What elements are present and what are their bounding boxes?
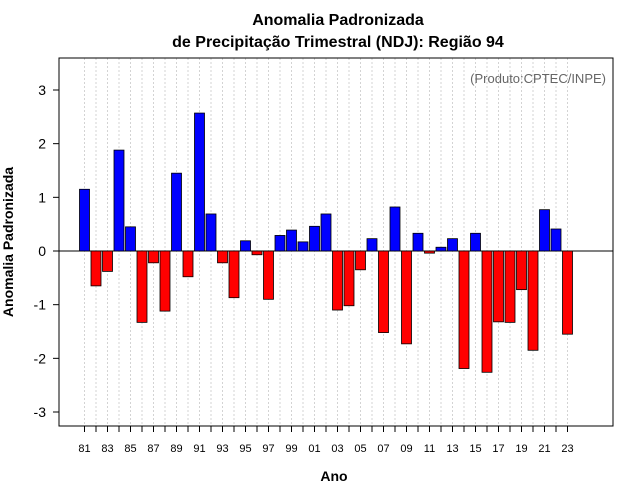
bar-2015 bbox=[470, 232, 481, 252]
bar-2005 bbox=[355, 250, 366, 271]
bar-2016 bbox=[481, 250, 493, 373]
bar-1988 bbox=[159, 250, 171, 312]
bar-1998 bbox=[274, 235, 286, 252]
y-axis-title: Anomalia Padronizada bbox=[0, 167, 16, 317]
bar-1985 bbox=[125, 226, 136, 252]
x-tick-label: 23 bbox=[561, 443, 573, 455]
bar-1983 bbox=[102, 250, 113, 272]
x-tick-label: 19 bbox=[515, 443, 527, 455]
y-tick-label: -1 bbox=[34, 297, 47, 313]
y-tick-label: -2 bbox=[34, 350, 47, 366]
bar-1991 bbox=[194, 112, 205, 252]
bar-2011 bbox=[424, 250, 435, 254]
bar-2010 bbox=[412, 232, 424, 252]
bars-layer bbox=[79, 112, 573, 373]
x-tick-label: 01 bbox=[308, 443, 320, 455]
bar-1996 bbox=[251, 250, 263, 256]
chart-subtitle: de Precipitação Trimestral (NDJ): Região… bbox=[172, 34, 504, 51]
bar-1994 bbox=[228, 250, 240, 299]
bar-2023 bbox=[562, 250, 573, 335]
x-tick-label: 11 bbox=[424, 443, 435, 455]
x-tick-label: 15 bbox=[469, 443, 481, 455]
bar-1981 bbox=[79, 188, 90, 252]
x-tick-label: 13 bbox=[446, 443, 458, 455]
bar-1987 bbox=[148, 250, 159, 264]
bar-1993 bbox=[217, 250, 228, 264]
x-tick-label: 87 bbox=[147, 443, 159, 455]
bar-1986 bbox=[136, 250, 148, 323]
bar-2022 bbox=[550, 228, 562, 252]
x-tick-label: 83 bbox=[101, 443, 113, 455]
y-tick-label: 0 bbox=[38, 243, 46, 259]
bar-2004 bbox=[343, 250, 355, 307]
y-tick-label: 1 bbox=[38, 189, 46, 205]
bar-1995 bbox=[240, 240, 251, 252]
y-axis: -3 -2 -1 0 1 2 3 bbox=[34, 82, 59, 420]
x-tick-label: 17 bbox=[492, 443, 504, 455]
plot-frame bbox=[58, 57, 614, 427]
bar-2003 bbox=[332, 250, 343, 311]
bar-2021 bbox=[539, 209, 550, 252]
bar-2006 bbox=[366, 238, 378, 252]
bar-2002 bbox=[320, 213, 332, 252]
y-tick-label: -3 bbox=[34, 404, 47, 420]
x-tick-label: 07 bbox=[377, 443, 389, 455]
bar-1990 bbox=[182, 250, 194, 278]
y-tick-label: 2 bbox=[38, 136, 46, 152]
bar-1992 bbox=[205, 213, 217, 252]
x-tick-label: 09 bbox=[400, 443, 412, 455]
bar-2013 bbox=[447, 238, 458, 252]
bar-1989 bbox=[171, 172, 182, 252]
x-tick-label: 81 bbox=[78, 443, 90, 455]
x-tick-label: 89 bbox=[170, 443, 182, 455]
y-tick-label: 3 bbox=[38, 82, 46, 98]
bar-2012 bbox=[435, 246, 447, 252]
x-tick-label: 91 bbox=[193, 443, 205, 455]
x-tick-label: 95 bbox=[239, 443, 251, 455]
bar-2000 bbox=[297, 241, 309, 252]
bar-2009 bbox=[401, 250, 412, 345]
x-tick-label: 21 bbox=[538, 443, 550, 455]
bar-2017 bbox=[493, 250, 504, 323]
bar-1984 bbox=[113, 149, 125, 252]
x-tick-label: 93 bbox=[216, 443, 228, 455]
bar-1982 bbox=[90, 250, 102, 287]
x-tick-label: 85 bbox=[124, 443, 136, 455]
x-tick-label: 03 bbox=[331, 443, 343, 455]
bar-2007 bbox=[378, 250, 389, 333]
bar-1997 bbox=[263, 250, 274, 300]
bar-1999 bbox=[286, 229, 297, 252]
bar-2008 bbox=[389, 206, 401, 252]
x-tick-label: 99 bbox=[285, 443, 297, 455]
chart-title: Anomalia Padronizada bbox=[252, 12, 424, 29]
credit-label: (Produto:CPTEC/INPE) bbox=[470, 71, 606, 86]
x-axis-title: Ano bbox=[320, 468, 347, 484]
bar-2020 bbox=[527, 250, 539, 351]
x-axis: 81 83 85 87 89 91 93 95 97 99 01 03 05 07 09 11 13 15 17 19… bbox=[78, 426, 574, 455]
x-tick-label: 05 bbox=[354, 443, 366, 455]
bar-2001 bbox=[309, 225, 320, 252]
x-tick-label: 97 bbox=[262, 443, 274, 455]
bar-2019 bbox=[516, 250, 527, 291]
bar-2014 bbox=[458, 250, 470, 369]
bar-2018 bbox=[504, 250, 516, 323]
